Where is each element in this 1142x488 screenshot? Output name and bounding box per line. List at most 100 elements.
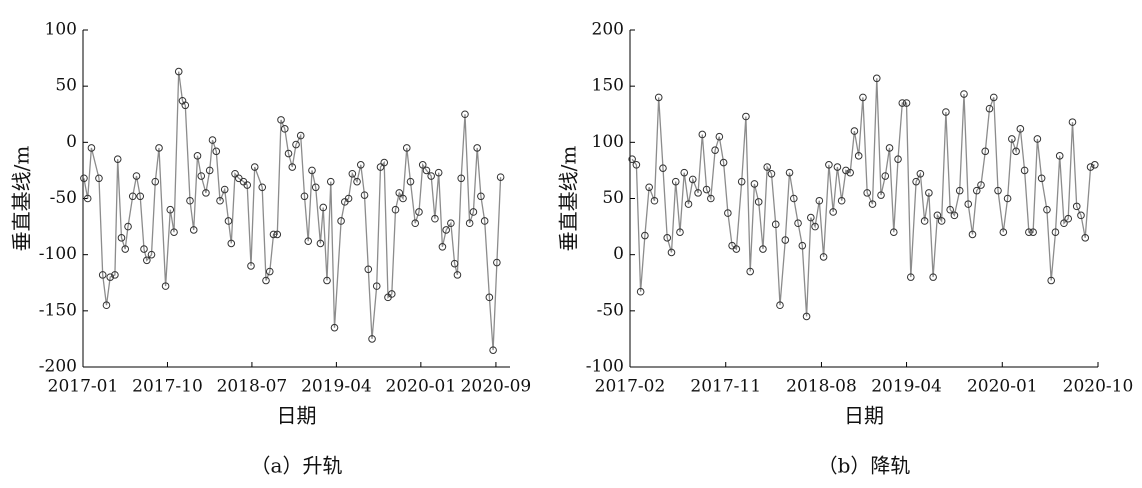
data-point — [863, 189, 871, 197]
data-point — [715, 132, 724, 141]
data-point — [319, 203, 328, 212]
data-point — [189, 226, 198, 234]
data-line — [631, 78, 1096, 317]
data-point — [763, 163, 772, 171]
data-point — [438, 243, 447, 251]
data-point — [868, 200, 877, 208]
x-axis-label: 日期 — [844, 404, 884, 428]
x-tick-label: 2017-11 — [690, 377, 761, 397]
data-point — [166, 205, 175, 214]
x-tick-label: 2019-04 — [871, 377, 942, 397]
data-point — [688, 175, 697, 184]
data-point — [224, 217, 233, 225]
data-point — [147, 250, 156, 259]
data-point — [859, 93, 867, 102]
data-point — [771, 220, 780, 229]
data-point — [143, 256, 151, 265]
data-point — [121, 245, 130, 253]
data-point — [155, 144, 163, 152]
data-point — [395, 189, 404, 197]
data-point — [337, 217, 345, 225]
x-tick-label: 2017-02 — [595, 377, 666, 397]
data-point — [707, 194, 715, 203]
y-tick-label: 150 — [592, 76, 624, 96]
data-point — [989, 93, 998, 102]
x-axis-label: 日期 — [277, 404, 317, 428]
data-point — [645, 183, 653, 192]
data-point — [220, 185, 229, 194]
data-point — [434, 168, 443, 177]
data-point — [323, 276, 331, 285]
y-tick-label: -50 — [50, 188, 77, 208]
data-point — [102, 301, 111, 310]
data-point — [711, 146, 719, 154]
data-point — [1008, 135, 1016, 143]
y-tick-label: 0 — [613, 244, 624, 264]
data-point — [955, 186, 964, 195]
data-point — [364, 265, 373, 274]
data-point — [193, 152, 202, 160]
data-point — [376, 163, 385, 171]
data-point — [985, 104, 994, 113]
x-tick-label: 2020-09 — [461, 377, 532, 397]
data-point — [1060, 219, 1068, 228]
data-point — [453, 271, 462, 279]
data-point — [942, 108, 950, 116]
data-point — [759, 245, 767, 253]
data-point — [977, 181, 985, 189]
x-tick-label: 2018-07 — [217, 377, 288, 397]
data-point — [304, 237, 313, 245]
data-point — [628, 155, 636, 163]
data-point — [380, 158, 389, 167]
data-point — [754, 198, 763, 206]
data-point — [202, 189, 210, 197]
data-point — [815, 196, 824, 205]
x-tick-label: 2020-10 — [1063, 377, 1134, 397]
y-tick-label: 0 — [66, 132, 77, 152]
data-point — [1047, 276, 1055, 285]
data-point — [807, 213, 815, 222]
y-tick-label: -50 — [597, 300, 624, 320]
data-point — [431, 214, 439, 223]
data-point — [265, 267, 274, 276]
data-point — [885, 144, 894, 152]
y-tick-label: 100 — [592, 132, 624, 152]
data-point — [353, 177, 361, 186]
data-point — [889, 228, 898, 236]
data-point — [933, 211, 942, 220]
data-point — [1091, 161, 1099, 169]
data-point — [724, 209, 732, 217]
data-point — [288, 163, 297, 171]
data-point — [964, 200, 973, 208]
data-point — [216, 196, 224, 205]
data-point — [368, 335, 376, 343]
data-point — [243, 181, 252, 189]
data-point — [1072, 202, 1081, 211]
data-point — [136, 192, 145, 201]
data-point — [1081, 234, 1090, 242]
data-point — [422, 166, 431, 175]
data-point — [854, 152, 863, 160]
y-tick-label: 50 — [602, 188, 624, 208]
data-point — [465, 219, 474, 228]
data-point — [999, 228, 1008, 236]
data-point — [128, 192, 137, 201]
data-point — [680, 168, 689, 177]
data-point — [461, 110, 469, 119]
data-point — [174, 67, 183, 76]
data-point — [469, 208, 478, 216]
data-point — [212, 147, 221, 156]
data-point — [447, 219, 455, 228]
data-point — [1077, 211, 1085, 220]
data-point — [833, 163, 842, 171]
data-point — [258, 183, 267, 192]
data-point — [898, 99, 907, 107]
data-point — [117, 234, 126, 242]
data-point — [292, 140, 300, 149]
data-point — [1051, 228, 1060, 236]
data-point — [111, 271, 119, 279]
data-point — [776, 301, 784, 310]
data-point — [811, 222, 819, 231]
data-point — [968, 230, 977, 239]
y-tick-label: -100 — [39, 244, 77, 264]
